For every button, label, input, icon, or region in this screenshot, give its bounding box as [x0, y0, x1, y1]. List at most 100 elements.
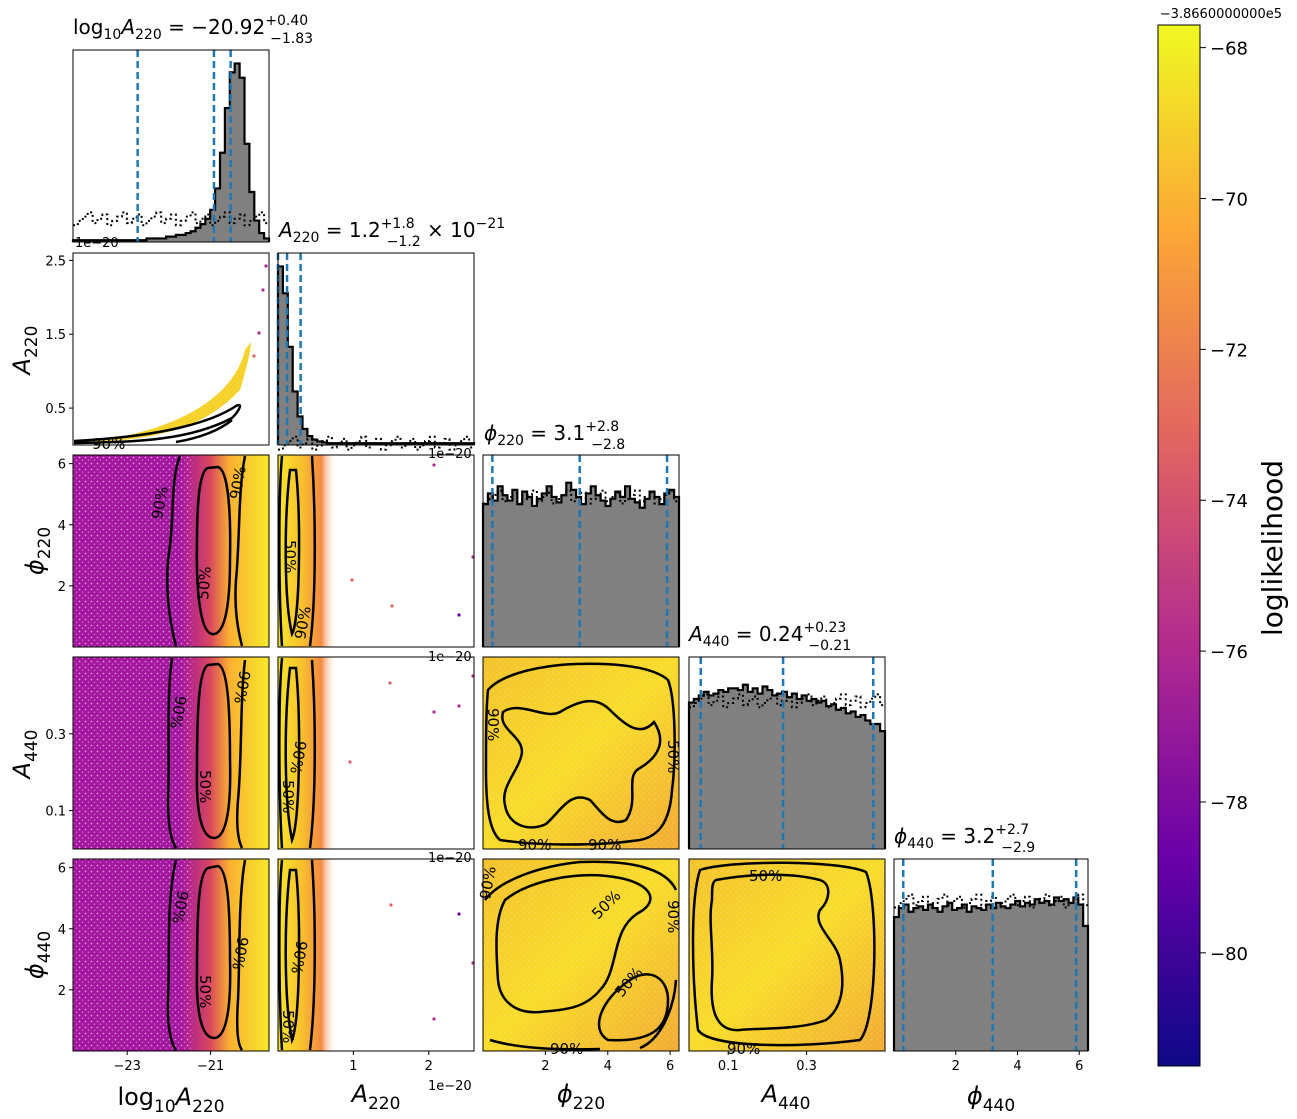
histogram-bar	[836, 709, 842, 849]
panel-log10A220-vs-phi440: 90% 50% 90%	[72, 858, 270, 1052]
x-tick-label: 0.1	[718, 1059, 739, 1074]
colorbar: −68 −70 −72 −74 −76 −78 −80 −3.8660000000e5 lo…	[1157, 7, 1289, 1067]
histogram-bar	[703, 691, 709, 849]
histogram-bar	[634, 502, 641, 647]
histogram-bar	[840, 707, 847, 849]
contour-label-50: 50%	[196, 770, 214, 803]
prior-outline	[73, 211, 269, 227]
panel-A220-vs-phi220: 50% 90% 1e−20	[277, 454, 475, 665]
histogram-bar	[865, 720, 871, 849]
prior-outline	[689, 693, 885, 709]
contour-label-90: 90%	[588, 836, 621, 854]
histogram-phi220	[481, 455, 681, 647]
histogram-bar	[507, 500, 513, 647]
hist-panel-phi440	[892, 858, 1090, 1052]
panel-log10A220-vs-A220: 90%	[72, 252, 270, 453]
histogram-bar	[1058, 901, 1065, 1051]
y-tick-label: 4	[58, 519, 66, 534]
histogram-bar	[674, 497, 680, 647]
histogram-bar	[1068, 902, 1074, 1051]
histogram-bar	[249, 192, 255, 242]
x-tick-label: 6	[1075, 1059, 1083, 1074]
histogram-bar	[831, 704, 837, 849]
histogram-bar	[171, 236, 177, 242]
histogram-bar	[224, 108, 231, 242]
histogram-bar	[986, 904, 992, 1051]
histogram-bar	[307, 436, 313, 445]
y-tick-label: 2	[58, 580, 66, 595]
histogram-bar	[483, 504, 489, 647]
colorbar-tick-label: −72	[1210, 340, 1248, 361]
histogram-bar	[659, 504, 665, 647]
title-A440: A440 = 0.24+0.23 −0.21	[687, 620, 851, 654]
histogram-bar	[937, 911, 943, 1051]
y-tick-label: 1.5	[45, 328, 66, 343]
contour-label-90: 90%	[550, 1040, 583, 1058]
histogram-bar	[728, 688, 734, 849]
histogram-bar	[942, 906, 948, 1051]
histogram-bar	[630, 498, 636, 647]
contour-90-line	[73, 403, 242, 445]
panel-phi220-vs-A440: 90% 50% 90% 90%	[482, 656, 682, 854]
histogram-bar	[796, 699, 802, 849]
histogram-outline	[892, 896, 1090, 1051]
contour-90-line	[166, 859, 247, 1051]
histogram-bar	[894, 917, 900, 1051]
histogram-bar	[215, 188, 221, 242]
x-tick-label: 4	[604, 1059, 612, 1074]
histogram-bar	[762, 686, 768, 849]
contour-label-50: 50%	[664, 740, 682, 773]
x-tick-label: −21	[197, 1059, 224, 1074]
histogram-bar	[1024, 902, 1031, 1051]
histogram-bar	[259, 233, 265, 242]
histogram-bar	[190, 231, 196, 242]
histogram-bar	[782, 691, 788, 849]
histogram-bar	[497, 486, 503, 647]
histogram-bar	[561, 495, 567, 647]
panel-phi220-vs-phi440: 90% 50% 50% 90% 90%	[476, 858, 682, 1058]
histogram-bar	[860, 715, 866, 849]
histogram-bar	[747, 691, 753, 849]
histogram-bar	[689, 702, 695, 849]
histogram-bar	[541, 493, 547, 647]
colorbar-offset-text: −3.8660000000e5	[1160, 7, 1282, 22]
hist-panel-phi220	[481, 454, 681, 648]
histogram-bar	[752, 688, 758, 849]
histogram-bar	[278, 266, 284, 445]
colorbar-tick-label: −78	[1210, 793, 1248, 814]
scatter-point	[457, 613, 461, 617]
histogram-bar	[1044, 901, 1050, 1051]
contour-90-line	[691, 861, 876, 1047]
histogram-bar	[791, 693, 798, 849]
contour-label-50: 50%	[281, 540, 299, 573]
histogram-bar	[581, 504, 587, 647]
histogram-bar	[502, 495, 508, 647]
histogram-bar	[1000, 906, 1006, 1051]
contour-50-line	[195, 465, 232, 636]
histogram-phi440	[892, 859, 1090, 1051]
histogram-bar	[957, 908, 963, 1051]
contour-90-line	[166, 657, 247, 849]
xlabel-phi220: ϕ220	[557, 1080, 605, 1114]
histogram-bar	[821, 700, 827, 849]
contour-90-line	[278, 859, 317, 1051]
histogram-bar	[625, 486, 631, 647]
title-phi220: ϕ220 = 3.1+2.8 −2.8	[484, 419, 625, 453]
prior-outline	[278, 435, 474, 451]
histogram-bar	[723, 691, 729, 849]
histogram-bar	[1010, 904, 1016, 1051]
contour-label-90: 90%	[727, 1040, 760, 1058]
histogram-bar	[244, 143, 250, 242]
contour-label-50: 50%	[279, 1010, 297, 1043]
histogram-outline	[481, 481, 681, 647]
title-phi440: ϕ440 = 3.2+2.7 −2.9	[894, 822, 1035, 856]
x-tick-label: 0.3	[796, 1059, 817, 1074]
histogram-bar	[1054, 897, 1060, 1051]
histogram-bar	[536, 498, 543, 647]
histogram-bar	[180, 234, 186, 242]
histogram-bar	[546, 486, 552, 647]
histogram-bar	[806, 700, 812, 849]
contour-label-90: 90%	[230, 669, 254, 705]
histogram-bar	[639, 507, 645, 647]
